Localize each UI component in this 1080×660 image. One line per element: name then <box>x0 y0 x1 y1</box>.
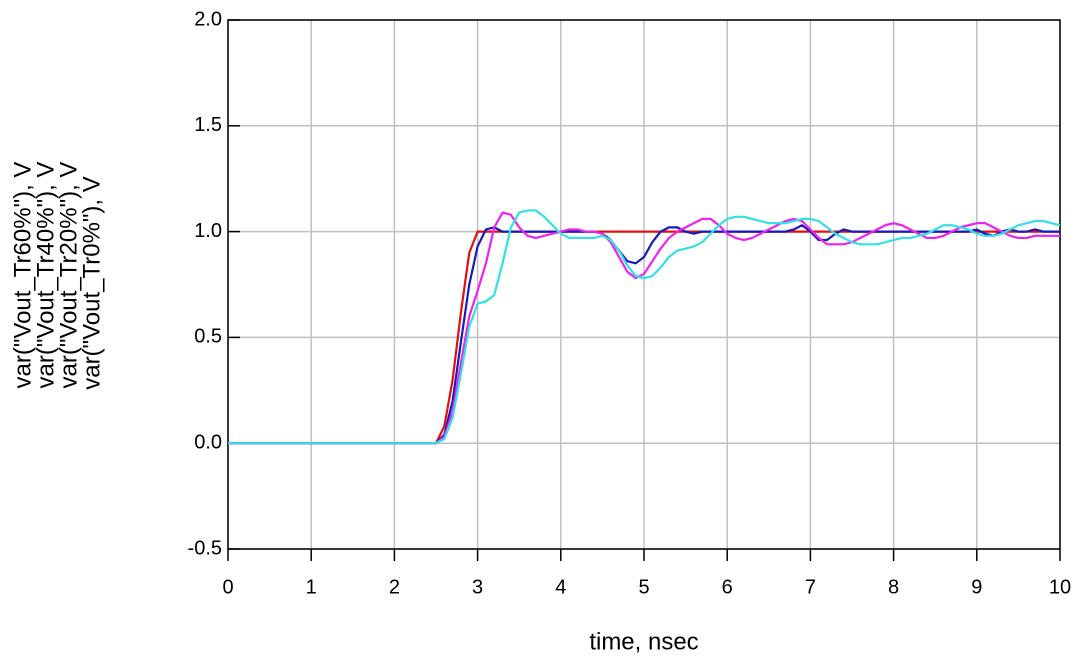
x-tick-label: 0 <box>222 576 233 598</box>
y-tick-label: 2.0 <box>194 8 222 30</box>
y-tick-label: 1.5 <box>194 114 222 136</box>
series-line <box>228 209 1061 445</box>
x-axis-label: time, nsec <box>589 628 698 655</box>
x-tick-label: 3 <box>472 576 483 598</box>
series-line <box>228 211 1060 445</box>
x-tick-label: 8 <box>888 576 899 598</box>
x-tick-label: 4 <box>555 576 566 598</box>
y-tick-label: 0.5 <box>194 326 222 348</box>
x-tick-label: 9 <box>971 576 982 598</box>
y-tick-label: -0.5 <box>188 537 222 559</box>
x-tick-label: 5 <box>638 576 649 598</box>
legend-entry: var("Vout_Tr0%"), V <box>78 176 105 390</box>
x-tick-label: 6 <box>722 576 733 598</box>
x-tick-label: 1 <box>306 576 317 598</box>
series-line <box>228 224 1060 445</box>
legend-entry: var("Vout_Tr20%"), V <box>55 162 82 389</box>
legend-entry: var("Vout_Tr60%"), V <box>9 162 36 389</box>
y-tick-label: 0.0 <box>194 431 222 453</box>
x-tick-label: 7 <box>805 576 816 598</box>
x-tick-label: 2 <box>389 576 400 598</box>
x-tick-label: 10 <box>1049 576 1071 598</box>
y-tick-label: 1.0 <box>194 220 222 242</box>
plot-frame <box>227 19 1061 550</box>
legend-entry: var("Vout_Tr40%"), V <box>32 162 59 389</box>
